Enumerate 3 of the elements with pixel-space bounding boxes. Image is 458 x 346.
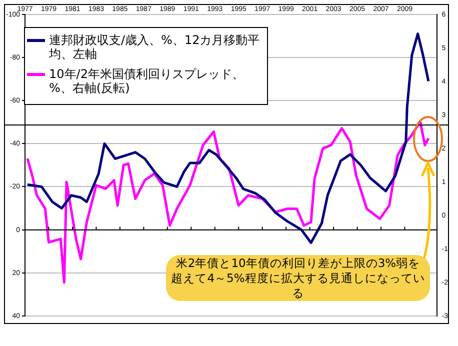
legend-label: 10年/2年米国債利回りスプレッド、%、右軸(反転) xyxy=(49,67,245,95)
annotation: 米2年債と10年債の利回り差が上限の3%弱を超えて4～5%程度に拡大する見通しになっている xyxy=(166,255,430,301)
legend-label: 連邦財政収支/歳入、%、12カ月移動平均、左軸 xyxy=(49,33,261,61)
